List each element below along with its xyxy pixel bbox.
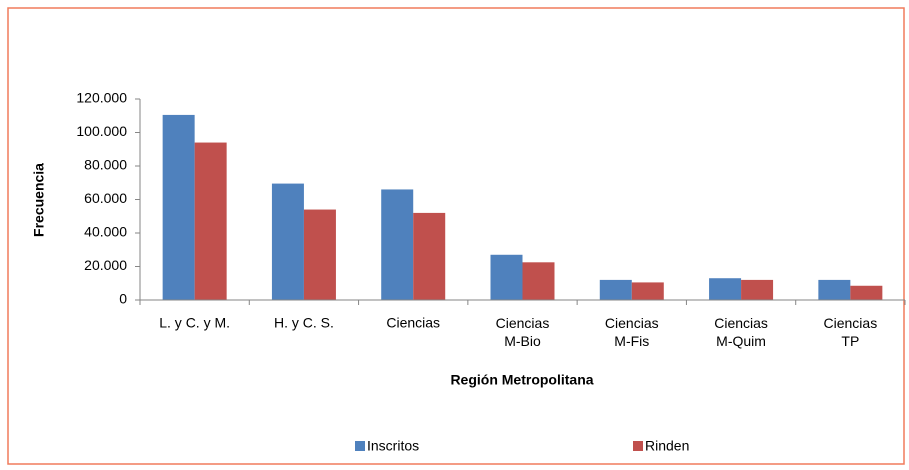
y-tick-label: 120.000 <box>76 90 127 106</box>
bar <box>162 114 195 300</box>
bar <box>631 282 664 300</box>
bar <box>599 279 632 300</box>
x-tick-label: L. y C. y M. <box>159 315 230 331</box>
bar <box>490 254 523 300</box>
bar <box>818 279 851 300</box>
legend-swatch <box>633 441 643 451</box>
bar <box>522 262 555 300</box>
legend-label: Inscritos <box>367 438 419 454</box>
bar <box>741 279 774 300</box>
y-tick-label: 40.000 <box>84 224 127 240</box>
bar <box>850 285 883 300</box>
legend-swatch <box>355 441 365 451</box>
x-tick-label: Ciencias M-Quim <box>714 315 768 349</box>
bar <box>381 189 414 300</box>
y-tick-label: 60.000 <box>84 190 127 206</box>
x-tick-label: Ciencias M-Bio <box>496 315 550 349</box>
y-axis-label: Frecuencia <box>31 163 47 237</box>
x-axis-label: Región Metropolitana <box>450 372 593 388</box>
y-tick-label: 100.000 <box>76 123 127 139</box>
bar <box>303 209 336 300</box>
bar <box>413 212 446 300</box>
bar <box>709 278 742 300</box>
x-tick-label: H. y C. S. <box>274 315 334 331</box>
y-tick-label: 20.000 <box>84 257 127 273</box>
x-tick-label: Ciencias M-Fis <box>605 315 659 349</box>
y-tick-label: 0 <box>119 291 127 307</box>
legend-label: Rinden <box>645 438 689 454</box>
bar <box>271 183 304 300</box>
x-tick-label: Ciencias <box>386 315 440 331</box>
x-tick-label: Ciencias TP <box>824 315 878 349</box>
bar <box>194 142 227 300</box>
y-tick-label: 80.000 <box>84 157 127 173</box>
chart-border <box>7 7 905 465</box>
